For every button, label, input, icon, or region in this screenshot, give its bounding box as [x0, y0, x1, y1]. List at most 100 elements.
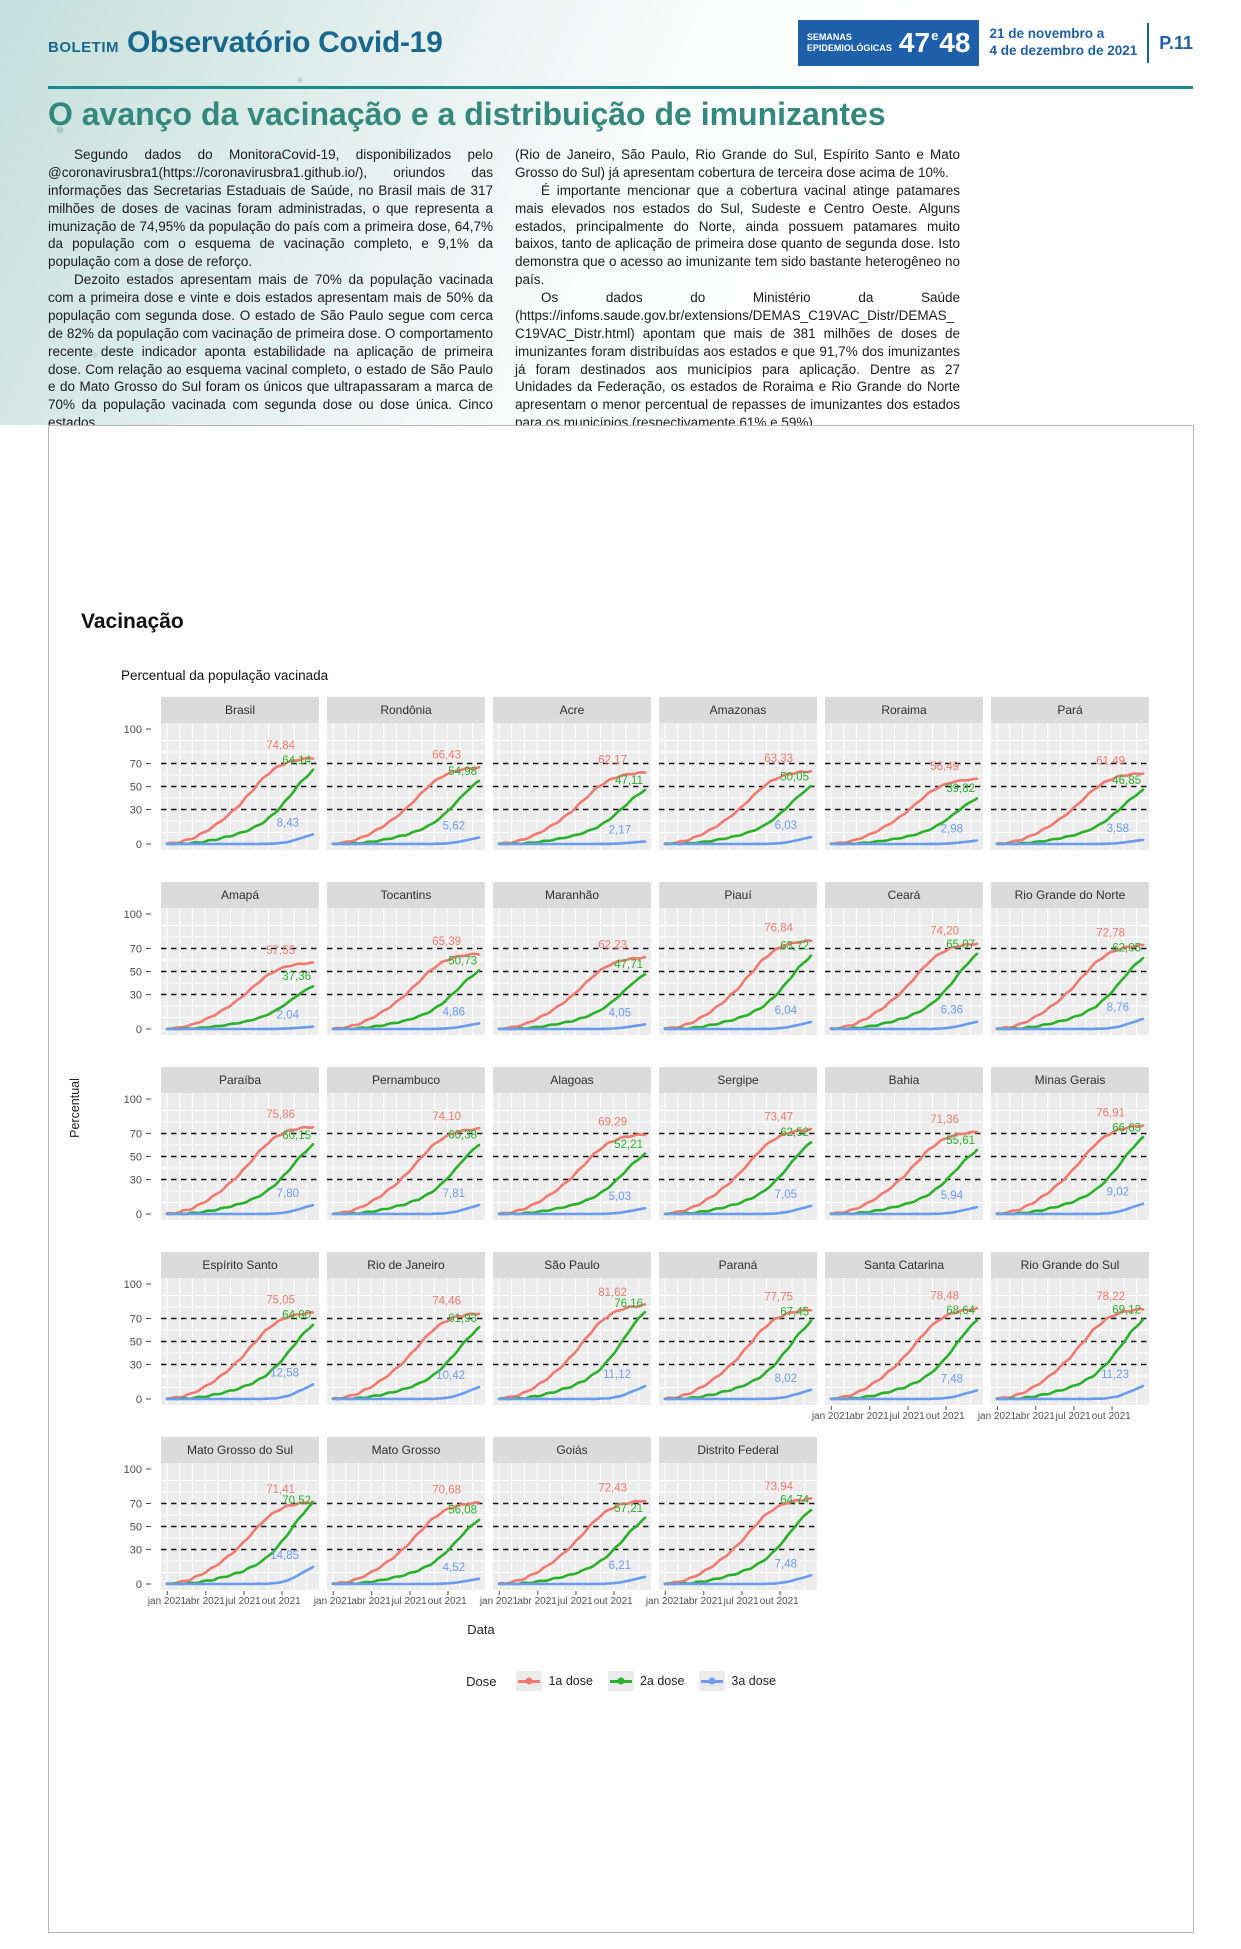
panel-title: Alagoas — [493, 1067, 651, 1093]
value-label: 52,21 — [614, 1139, 643, 1151]
svg-text:100: 100 — [124, 1464, 142, 1476]
panel-plot: 76,84 63,72 6,04 — [659, 908, 817, 1035]
week-separator: e — [931, 28, 939, 43]
svg-text:70: 70 — [130, 1129, 142, 1141]
y-axis-labels: 100 70 50 30 0 — [124, 1279, 151, 1405]
value-label: 11,23 — [1101, 1369, 1129, 1381]
value-label: 4,05 — [609, 1007, 631, 1019]
paragraph: Os dados do Ministério da Saúde (https:/… — [515, 290, 960, 431]
x-tick-label: jul 2021 — [557, 1591, 593, 1607]
legend-entry: 3a dose — [699, 1671, 776, 1691]
panel-title: Paraíba — [161, 1067, 319, 1093]
x-axis-labels: jan 2021 abr 2021 jul 2021 out 2021 — [812, 1405, 983, 1423]
panel-plot: 56,49 39,82 2,98 — [825, 723, 983, 850]
x-tick-label: jul 2021 — [723, 1591, 759, 1607]
state-panel: Minas Gerais 76,91 66,63 9,02 — [991, 1067, 1149, 1220]
panel-plot: 62,23 47,71 4,05 — [493, 908, 651, 1035]
legend-dot — [525, 1677, 533, 1685]
header-divider — [1147, 23, 1150, 63]
brand-kicker: BOLETIM — [48, 39, 119, 56]
panel-plot: 78,22 69,12 11,23 — [991, 1278, 1149, 1405]
state-panel: Mato Grosso do Sul 71,41 70,52 14,85 jan 202… — [148, 1437, 319, 1607]
article: O avanço da vacinação e a distribuição d… — [48, 96, 960, 432]
value-label: 63,72 — [780, 941, 809, 953]
article-left-column: Segundo dados do MonitoraCovid-19, dispo… — [48, 146, 493, 432]
panel-title: Paraná — [659, 1252, 817, 1278]
value-label: 7,05 — [775, 1189, 797, 1201]
panel-plot: 70,68 56,08 4,52 — [327, 1463, 485, 1590]
state-panel: Espírito Santo 75,05 64,80 12,58 — [161, 1252, 319, 1405]
panel-title: Amapá — [161, 882, 319, 908]
value-label: 5,03 — [609, 1191, 631, 1203]
panel-grid: Percentual 100 70 50 30 0 Brasil 74,84 64,14 8,4… — [49, 697, 1193, 1607]
x-tick-label: out 2021 — [593, 1591, 633, 1607]
value-label: 70,52 — [282, 1495, 311, 1507]
panel-title: Rio Grande do Norte — [991, 882, 1149, 908]
x-tick-label: jul 2021 — [391, 1591, 427, 1607]
x-axis-labels: jan 2021 abr 2021 jul 2021 out 2021 — [978, 1405, 1149, 1423]
value-label: 7,80 — [277, 1188, 299, 1200]
value-label: 57,55 — [266, 945, 295, 957]
y-axis-cell: 100 70 50 30 0 — [49, 882, 153, 1035]
svg-text:70: 70 — [130, 1314, 142, 1326]
value-label: 62,23 — [598, 939, 627, 951]
value-label: 73,47 — [764, 1112, 793, 1124]
panel-title: Piauí — [659, 882, 817, 908]
value-label: 68,64 — [946, 1305, 975, 1317]
state-panel: Rondônia 66,43 54,98 5,62 — [327, 697, 485, 850]
brand-title: Observatório Covid-19 — [127, 26, 443, 59]
value-label: 69,12 — [1112, 1305, 1141, 1317]
value-label: 4,52 — [443, 1562, 465, 1574]
value-label: 72,78 — [1096, 927, 1125, 939]
x-tick-label: jul 2021 — [889, 1406, 925, 1422]
value-label: 47,71 — [614, 959, 643, 971]
x-axis-labels: jan 2021 abr 2021 jul 2021 out 2021 — [480, 1590, 651, 1608]
y-axis-cell: 100 70 50 30 0 — [49, 697, 153, 850]
x-axis-labels: jan 2021 abr 2021 jul 2021 out 2021 — [646, 1590, 817, 1608]
panel-title: Santa Catarina — [825, 1252, 983, 1278]
value-label: 74,46 — [432, 1295, 461, 1307]
x-tick-label: jan 2021 — [147, 1591, 187, 1607]
y-axis-labels: 100 70 50 30 0 — [124, 724, 151, 850]
x-tick-label: out 2021 — [925, 1406, 965, 1422]
panel-plot: 72,78 62,05 8,76 — [991, 908, 1149, 1035]
article-columns: Segundo dados do MonitoraCovid-19, dispo… — [48, 146, 960, 432]
value-label: 75,86 — [266, 1109, 295, 1121]
value-label: 55,61 — [946, 1135, 975, 1147]
y-axis-cell: 100 70 50 30 0 — [49, 1067, 153, 1220]
epi-weeks-label-line2: EPIDEMIOLÓGICAS — [806, 43, 892, 53]
value-label: 65,07 — [946, 939, 975, 951]
state-panel: Amapá 57,55 37,36 2,04 — [161, 882, 319, 1035]
value-label: 61,93 — [448, 1313, 477, 1325]
x-tick-label: jan 2021 — [479, 1591, 519, 1607]
date-range-line1: 21 de novembro a — [989, 26, 1105, 42]
svg-text:100: 100 — [124, 1279, 142, 1291]
svg-text:30: 30 — [130, 1360, 142, 1372]
panel-title: Pernambuco — [327, 1067, 485, 1093]
value-label: 7,48 — [775, 1558, 797, 1570]
panel-title: Brasil — [161, 697, 319, 723]
value-label: 63,33 — [764, 753, 793, 765]
panel-title: Ceará — [825, 882, 983, 908]
page-number: P.11 — [1159, 32, 1193, 53]
value-label: 78,48 — [930, 1291, 959, 1303]
paragraph: Dezoito estados apresentam mais de 70% d… — [48, 272, 493, 431]
panel-title: Mato Grosso do Sul — [161, 1437, 319, 1463]
value-label: 76,91 — [1096, 1108, 1125, 1120]
epi-weeks-badge: SEMANAS EPIDEMIOLÓGICAS 47 e 48 — [797, 20, 980, 66]
state-panel: Distrito Federal 73,94 64,74 7,48 jan 2021 ab… — [646, 1437, 817, 1607]
legend-key — [607, 1671, 634, 1691]
value-label: 62,52 — [780, 1127, 809, 1139]
x-axis-labels: jan 2021 abr 2021 jul 2021 out 2021 — [148, 1590, 319, 1608]
panel-plot: 66,43 54,98 5,62 — [327, 723, 485, 850]
x-axis-title: Data — [467, 1622, 495, 1637]
panel-plot: 75,05 64,80 12,58 — [161, 1278, 319, 1405]
svg-text:70: 70 — [130, 1499, 142, 1511]
y-axis-cell: 100 70 50 30 0 — [49, 1437, 153, 1590]
legend-key — [699, 1671, 726, 1691]
state-panel: Maranhão 62,23 47,71 4,05 — [493, 882, 651, 1035]
value-label: 50,05 — [780, 771, 809, 783]
value-label: 62,17 — [598, 755, 627, 767]
